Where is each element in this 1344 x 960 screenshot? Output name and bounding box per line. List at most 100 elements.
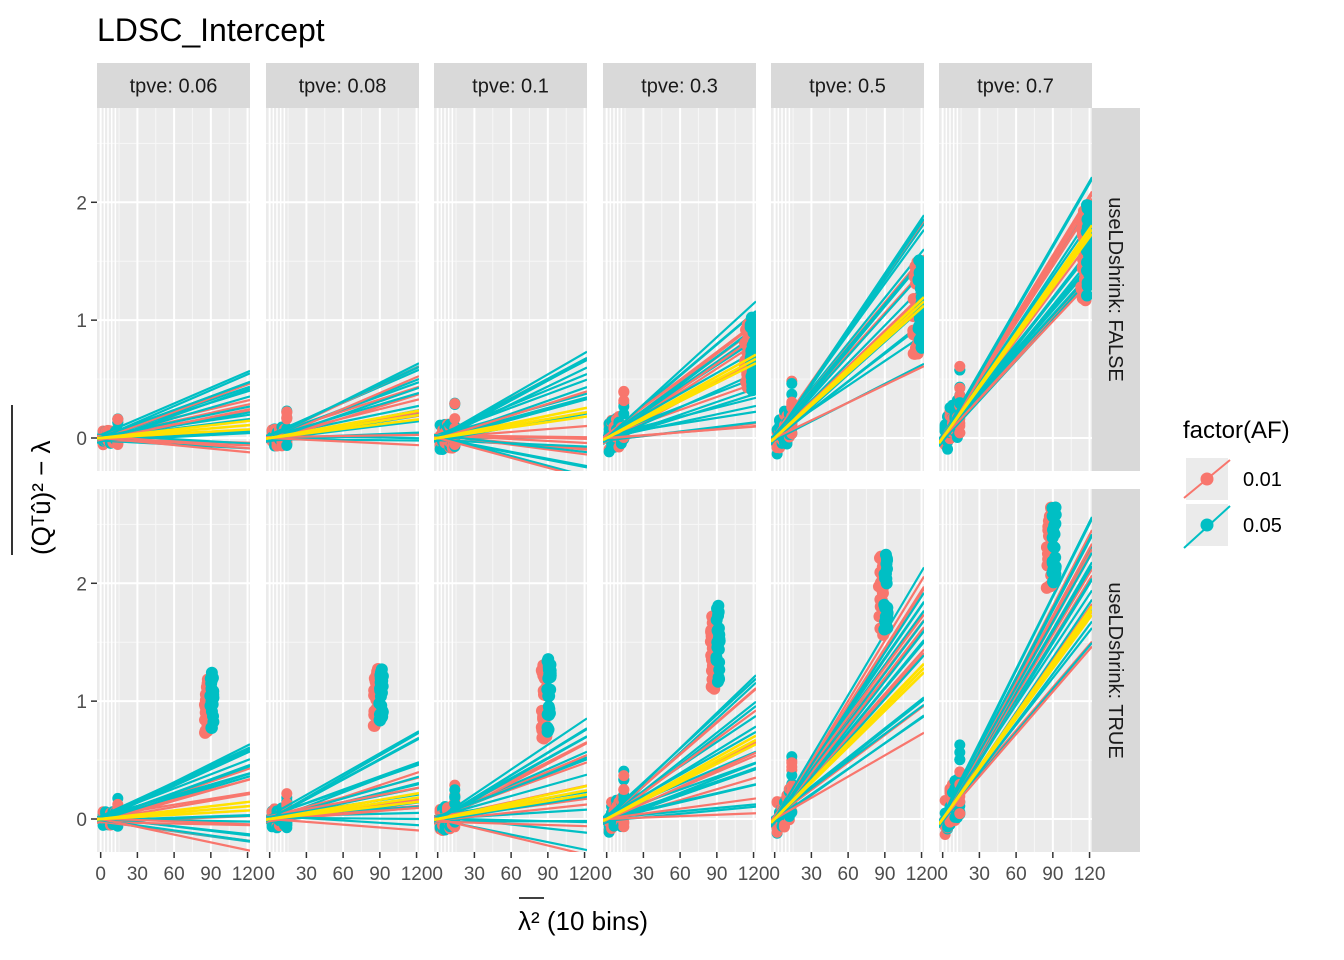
panel-r1-c3 (603, 489, 756, 852)
y-tick-label: 1 (76, 692, 87, 713)
data-point (878, 568, 891, 581)
y-tick-label: 2 (76, 193, 87, 214)
fit-line (939, 589, 1092, 822)
x-tick-label: 60 (501, 864, 522, 885)
data-point (205, 721, 218, 734)
panel-r0-c4 (771, 108, 924, 471)
fit-line (939, 203, 1092, 444)
data-point (915, 341, 924, 354)
data-point (618, 770, 630, 782)
x-tick-label: 0 (769, 864, 780, 885)
fit-line (97, 369, 250, 438)
data-point (879, 621, 892, 634)
panel-r1-c0 (97, 489, 250, 852)
mean-fit-line (603, 353, 756, 442)
legend-title: factor(AF) (1183, 417, 1290, 444)
data-point (1048, 507, 1061, 520)
strip-col-0 (97, 63, 250, 108)
data-point (376, 704, 389, 717)
data-point (449, 413, 461, 425)
strip-col-3 (603, 63, 756, 108)
data-point (915, 291, 924, 304)
x-tick-label: 30 (296, 864, 317, 885)
mean-fit-line (771, 296, 924, 443)
x-tick-label: 60 (333, 864, 354, 885)
mean-fit-line (97, 800, 250, 821)
fit-line (266, 763, 419, 819)
data-point (1081, 276, 1092, 289)
fit-line (434, 435, 565, 471)
strip-label-col-4: tpve: 0.5 (809, 76, 886, 98)
x-tick-label: 0 (264, 864, 275, 885)
x-tick-label: 30 (464, 864, 485, 885)
fit-line (771, 256, 924, 440)
x-tick-label: 30 (801, 864, 822, 885)
fit-line (771, 322, 924, 442)
strip-label-row-0: useLDshrink: FALSE (1104, 197, 1126, 382)
data-point (745, 375, 756, 388)
x-tick-label: 90 (200, 864, 221, 885)
x-tick-label: 120 (401, 864, 433, 885)
fit-line (939, 248, 1092, 447)
data-point (1082, 264, 1092, 277)
strip-col-5 (939, 63, 1092, 108)
fit-line (266, 817, 419, 832)
fit-line (266, 816, 419, 821)
fit-line (97, 372, 250, 441)
panel-r0-c3 (603, 108, 756, 471)
x-tick-label: 90 (706, 864, 727, 885)
data-point (281, 406, 293, 418)
y-tick-label: 0 (76, 429, 87, 450)
x-axis-title-text: λ² (10 bins) (518, 906, 648, 936)
strip-row-0 (1092, 108, 1140, 471)
x-tick-label: 120 (232, 864, 264, 885)
panel-r1-c4 (771, 489, 924, 852)
data-point (710, 651, 723, 664)
data-point (711, 624, 724, 637)
data-point (915, 269, 924, 282)
fit-line (97, 743, 250, 822)
x-tick-label: 90 (1042, 864, 1063, 885)
data-point (954, 808, 966, 820)
fit-line (771, 270, 924, 443)
mean-fit-line (434, 406, 587, 441)
data-point (786, 378, 798, 390)
data-point (878, 598, 891, 611)
fit-line (939, 279, 1092, 443)
y-axis-title-text: (Qᵀû)² − λ (26, 440, 56, 555)
data-point (713, 635, 726, 648)
data-point (542, 672, 555, 685)
fit-line (434, 350, 587, 442)
data-point (205, 674, 218, 687)
fit-line (771, 365, 924, 441)
fit-line (771, 214, 924, 445)
fit-line (603, 783, 756, 822)
legend-key-0.05 (1183, 504, 1231, 549)
y-tick-label: 0 (76, 810, 87, 831)
panel-r1-c5 (939, 489, 1092, 852)
fit-line (266, 391, 419, 440)
strip-row-1 (1092, 489, 1140, 852)
fit-line (939, 178, 1092, 445)
data-point (449, 398, 461, 410)
fit-line (97, 436, 250, 454)
fit-line (603, 349, 756, 439)
data-point (954, 427, 966, 439)
data-point (207, 710, 220, 723)
fit-line (603, 674, 756, 824)
data-point (618, 385, 630, 397)
fit-line (603, 300, 756, 443)
x-tick-label: 0 (937, 864, 948, 885)
data-point (954, 360, 966, 372)
data-point (876, 587, 889, 600)
fit-line (266, 386, 419, 443)
x-tick-label: 0 (432, 864, 443, 885)
strip-col-2 (434, 63, 587, 108)
fit-line (603, 371, 756, 444)
data-point (375, 663, 388, 676)
data-point (786, 769, 798, 781)
fit-line (266, 731, 419, 823)
x-tick-label: 60 (670, 864, 691, 885)
fit-line (771, 731, 924, 823)
strip-label-col-0: tpve: 0.06 (130, 76, 218, 98)
